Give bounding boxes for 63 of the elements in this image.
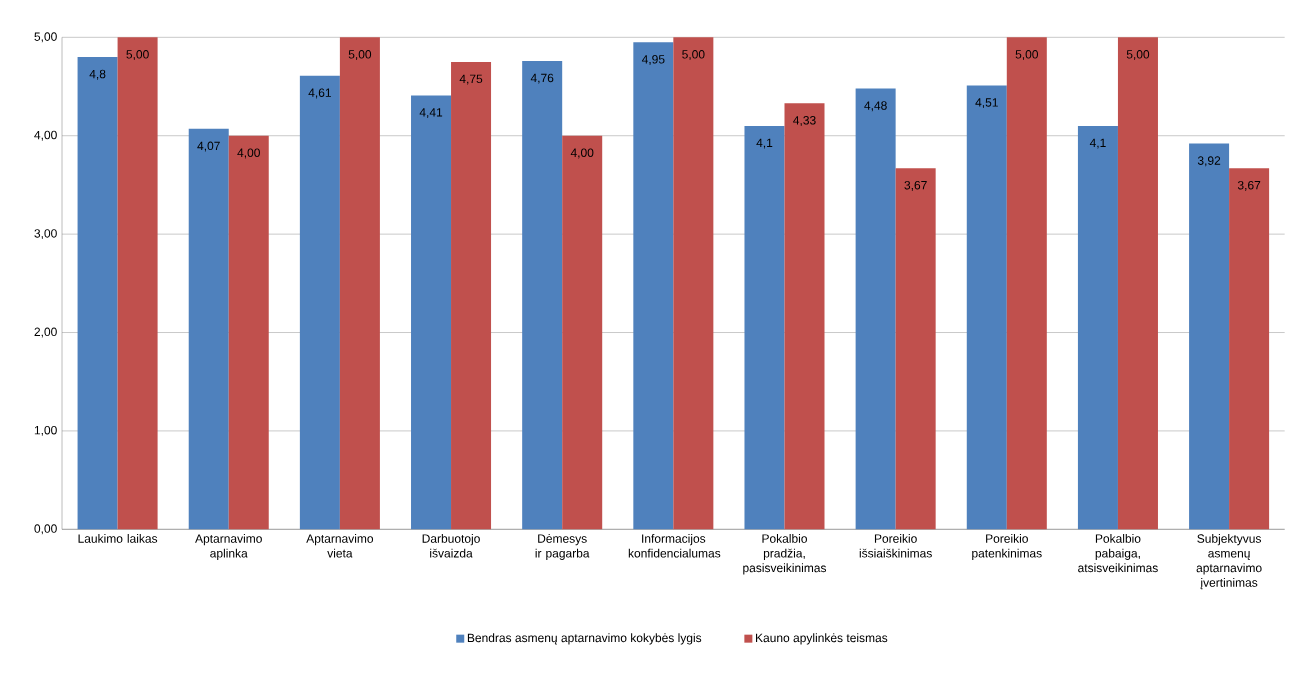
data-label: 4,48 — [864, 101, 887, 112]
data-label: 4,00 — [570, 148, 594, 159]
bar — [1077, 125, 1118, 530]
x-tick-label: Pokalbio pradžia, pasisveikinimas — [743, 534, 827, 575]
bar — [339, 37, 380, 530]
legend-label: Bendras asmenų aptarnavimo kokybės lygis — [467, 633, 702, 645]
bar — [784, 103, 825, 530]
bar — [451, 61, 492, 530]
data-label: 4,1 — [1089, 138, 1106, 149]
x-tick-label: Dėmesys ir pagarba — [535, 534, 590, 560]
y-tick-label: 3,00 — [34, 229, 57, 240]
x-tick-label: Aptarnavimo vieta — [306, 534, 374, 558]
data-label: 4,41 — [419, 108, 443, 118]
data-label: 4,61 — [308, 88, 331, 99]
bar — [855, 88, 896, 530]
bar — [966, 85, 1007, 530]
bar — [188, 128, 229, 530]
data-label: 5,00 — [1126, 50, 1150, 61]
y-tick-label: 0,00 — [34, 524, 57, 535]
bar — [411, 95, 452, 530]
y-tick-label: 5,00 — [34, 32, 57, 43]
bar — [1229, 168, 1270, 530]
data-label: 4,76 — [530, 73, 554, 84]
data-label: 3,67 — [904, 180, 927, 191]
data-label: 5,00 — [126, 50, 149, 61]
bar — [673, 37, 714, 530]
data-label: 4,51 — [975, 98, 998, 109]
bar — [1006, 37, 1047, 530]
x-tick-label: Aptarnavimo aplinka — [195, 534, 262, 560]
bar — [117, 37, 158, 530]
x-tick-label: Darbuotojo išvaizda — [422, 534, 480, 558]
bar — [1117, 37, 1158, 530]
data-label: 3,67 — [1237, 180, 1261, 191]
data-label: 4,8 — [89, 69, 106, 80]
data-label: 5,00 — [1015, 50, 1039, 61]
x-tick-label: Poreikio patenkinimas — [972, 534, 1042, 560]
x-tick-label: Poreikio išsiaiškinimas — [859, 534, 932, 558]
data-label: 3,92 — [1197, 156, 1221, 167]
y-tick-label: 1,00 — [34, 425, 57, 436]
bar — [744, 125, 785, 530]
bar — [633, 42, 674, 530]
y-tick-label: 4,00 — [34, 130, 57, 141]
data-label: 5,00 — [682, 50, 705, 61]
data-label: 4,07 — [197, 141, 220, 152]
bar — [522, 60, 563, 530]
x-tick-label: Laukimo laikas — [78, 534, 158, 543]
bar — [77, 57, 118, 530]
data-label: 4,75 — [459, 74, 483, 85]
legend-label: Kauno apylinkės teismas — [756, 633, 888, 645]
data-label: 5,00 — [348, 50, 372, 61]
data-label: 4,1 — [756, 138, 773, 149]
bar — [228, 135, 269, 530]
y-tick-label: 2,00 — [34, 327, 57, 338]
bar — [299, 75, 340, 530]
x-tick-label: Subjektyvus asmenų aptarnavimo įvertinimas — [1196, 534, 1262, 590]
bar — [562, 135, 603, 530]
bar — [895, 168, 936, 530]
data-label: 4,00 — [237, 148, 260, 159]
data-label: 4,33 — [793, 116, 816, 126]
x-tick-label: Pokalbio pabaiga, atsisveikinimas — [1078, 534, 1158, 573]
data-label: 4,95 — [641, 55, 665, 65]
x-tick-label: Informacijos konfidencialumas — [628, 534, 721, 558]
bar — [1189, 143, 1230, 530]
